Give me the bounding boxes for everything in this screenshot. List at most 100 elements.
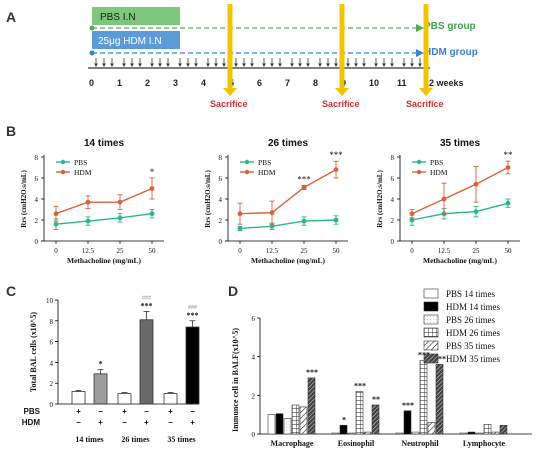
hdm-start-dot bbox=[89, 50, 95, 56]
pbs-arrowhead bbox=[416, 24, 424, 32]
significance-stars: *** bbox=[141, 301, 153, 310]
y-tick-label: 4 bbox=[219, 196, 223, 204]
y-tick-label: 0 bbox=[219, 238, 223, 246]
dose-arrowhead bbox=[102, 63, 106, 67]
dose-arrowhead bbox=[418, 63, 422, 67]
dose-arrowhead bbox=[306, 63, 310, 67]
hdm-arrowhead bbox=[416, 49, 424, 57]
dose-arrowhead bbox=[186, 63, 190, 67]
dose-arrowhead bbox=[122, 63, 126, 67]
significance-stars: *** bbox=[187, 311, 199, 320]
chart-title: 35 times bbox=[440, 138, 480, 149]
group-label: 35 times bbox=[167, 435, 195, 444]
legend-label: HDM 14 times bbox=[446, 302, 500, 312]
y-tick-label: 6 bbox=[219, 175, 223, 183]
data-point bbox=[473, 209, 479, 215]
dose-arrowhead bbox=[150, 63, 154, 67]
week-tick-label: 12 weeks bbox=[424, 78, 464, 88]
y-axis-label: Rrs (cmH2O.s/mL) bbox=[204, 170, 212, 228]
x-tick-label: 50 bbox=[505, 247, 513, 255]
significance-stars: * bbox=[342, 415, 346, 424]
hdm-treatment-box bbox=[92, 31, 180, 49]
series-line-pbs bbox=[55, 213, 153, 225]
hdm-treatment-label: 25μg HDM I.N bbox=[98, 36, 162, 47]
dose-arrowhead bbox=[222, 63, 226, 67]
pbs-treatment-box bbox=[92, 7, 180, 25]
bar bbox=[339, 424, 348, 435]
legend-swatch-dot bbox=[244, 169, 250, 175]
chart-title: 14 times bbox=[84, 138, 124, 149]
series-line-hdm bbox=[239, 168, 337, 215]
week-tick-label: 0 bbox=[89, 78, 94, 88]
significance-hashes: ### bbox=[142, 295, 151, 301]
legend-swatch-dot bbox=[60, 159, 66, 165]
y-tick-label: 2 bbox=[219, 217, 223, 225]
panel-a-label: A bbox=[6, 9, 16, 25]
dose-arrowhead bbox=[298, 63, 302, 67]
dose-arrowhead bbox=[318, 63, 322, 67]
data-point bbox=[149, 186, 155, 191]
dose-arrowhead bbox=[242, 63, 246, 67]
data-point bbox=[441, 196, 447, 202]
y-tick-label: 2 bbox=[35, 217, 39, 225]
y-tick-label: 2 bbox=[50, 380, 54, 388]
x-axis-label: Methacholine (mg/mL) bbox=[251, 256, 325, 265]
week-tick-label: 10 bbox=[369, 78, 379, 88]
dose-arrowhead bbox=[206, 63, 210, 67]
y-axis-label: Rrs (cmH2O.s/mL) bbox=[20, 170, 28, 228]
bar bbox=[283, 418, 292, 435]
significance-stars: *** bbox=[402, 401, 414, 410]
panel-b-label: B bbox=[6, 123, 16, 139]
legend-label: PBS 35 times bbox=[446, 341, 496, 351]
x-tick-label: 12.5 bbox=[438, 247, 451, 255]
hdm-sign: + bbox=[98, 418, 103, 427]
data-point bbox=[505, 200, 511, 206]
pbs-sign: + bbox=[122, 407, 127, 416]
x-tick-label: 25 bbox=[117, 247, 125, 255]
bar bbox=[275, 413, 284, 435]
data-point bbox=[149, 211, 155, 217]
significance-mark: ** bbox=[504, 150, 514, 160]
y-tick-label: 10 bbox=[46, 297, 54, 305]
data-point bbox=[85, 218, 91, 224]
x-tick-label: Neutrophil bbox=[401, 439, 439, 448]
panel-a-timeline: PBS I.N 25μg HDM I.N PBS group HDM group… bbox=[88, 4, 478, 109]
panel-b-charts: 14 times 0 2 4 6 8 0 12.5 25 50 Methacholine (mg/m… bbox=[20, 138, 520, 265]
legend-label: HDM bbox=[258, 168, 276, 177]
data-point bbox=[333, 217, 339, 223]
series-line-hdm bbox=[55, 187, 153, 215]
data-point bbox=[505, 165, 511, 170]
x-tick-label: Lymphocyte bbox=[463, 439, 506, 448]
data-point bbox=[237, 211, 243, 217]
sacrifice-label: Sacrifice bbox=[322, 99, 360, 109]
line-chart-0: 14 times 0 2 4 6 8 0 12.5 25 50 Methacholine (mg/m… bbox=[20, 138, 164, 265]
sacrifice-bar bbox=[339, 4, 345, 92]
pbs-sign: + bbox=[168, 407, 173, 416]
dose-arrowhead bbox=[410, 63, 414, 67]
bar bbox=[267, 414, 276, 435]
significance-stars: ** bbox=[372, 395, 380, 404]
bar bbox=[483, 424, 492, 435]
y-tick-label: 6 bbox=[50, 339, 54, 347]
sacrifice-arrowhead bbox=[419, 88, 433, 96]
legend-label: HDM 26 times bbox=[446, 328, 500, 338]
legend-swatch bbox=[423, 327, 439, 338]
dose-arrowhead bbox=[278, 63, 282, 67]
bar bbox=[93, 373, 108, 405]
bar bbox=[491, 431, 500, 435]
week-tick-label: 11 bbox=[397, 78, 407, 88]
series-line-pbs bbox=[411, 202, 509, 221]
legend-label: PBS bbox=[430, 158, 443, 167]
y-tick-label: 8 bbox=[50, 318, 54, 326]
legend-swatch-dot bbox=[244, 159, 250, 165]
dose-arrowhead bbox=[194, 63, 198, 67]
dose-arrowhead bbox=[362, 63, 366, 67]
data-point bbox=[409, 211, 415, 217]
y-tick-label: 0 bbox=[50, 401, 54, 409]
dose-arrowhead bbox=[234, 63, 238, 67]
sacrifice-label: Sacrifice bbox=[210, 99, 248, 109]
y-tick-label: 6 bbox=[391, 175, 395, 183]
y-tick-label: 6 bbox=[252, 315, 256, 323]
legend-swatch-dot bbox=[60, 169, 66, 175]
